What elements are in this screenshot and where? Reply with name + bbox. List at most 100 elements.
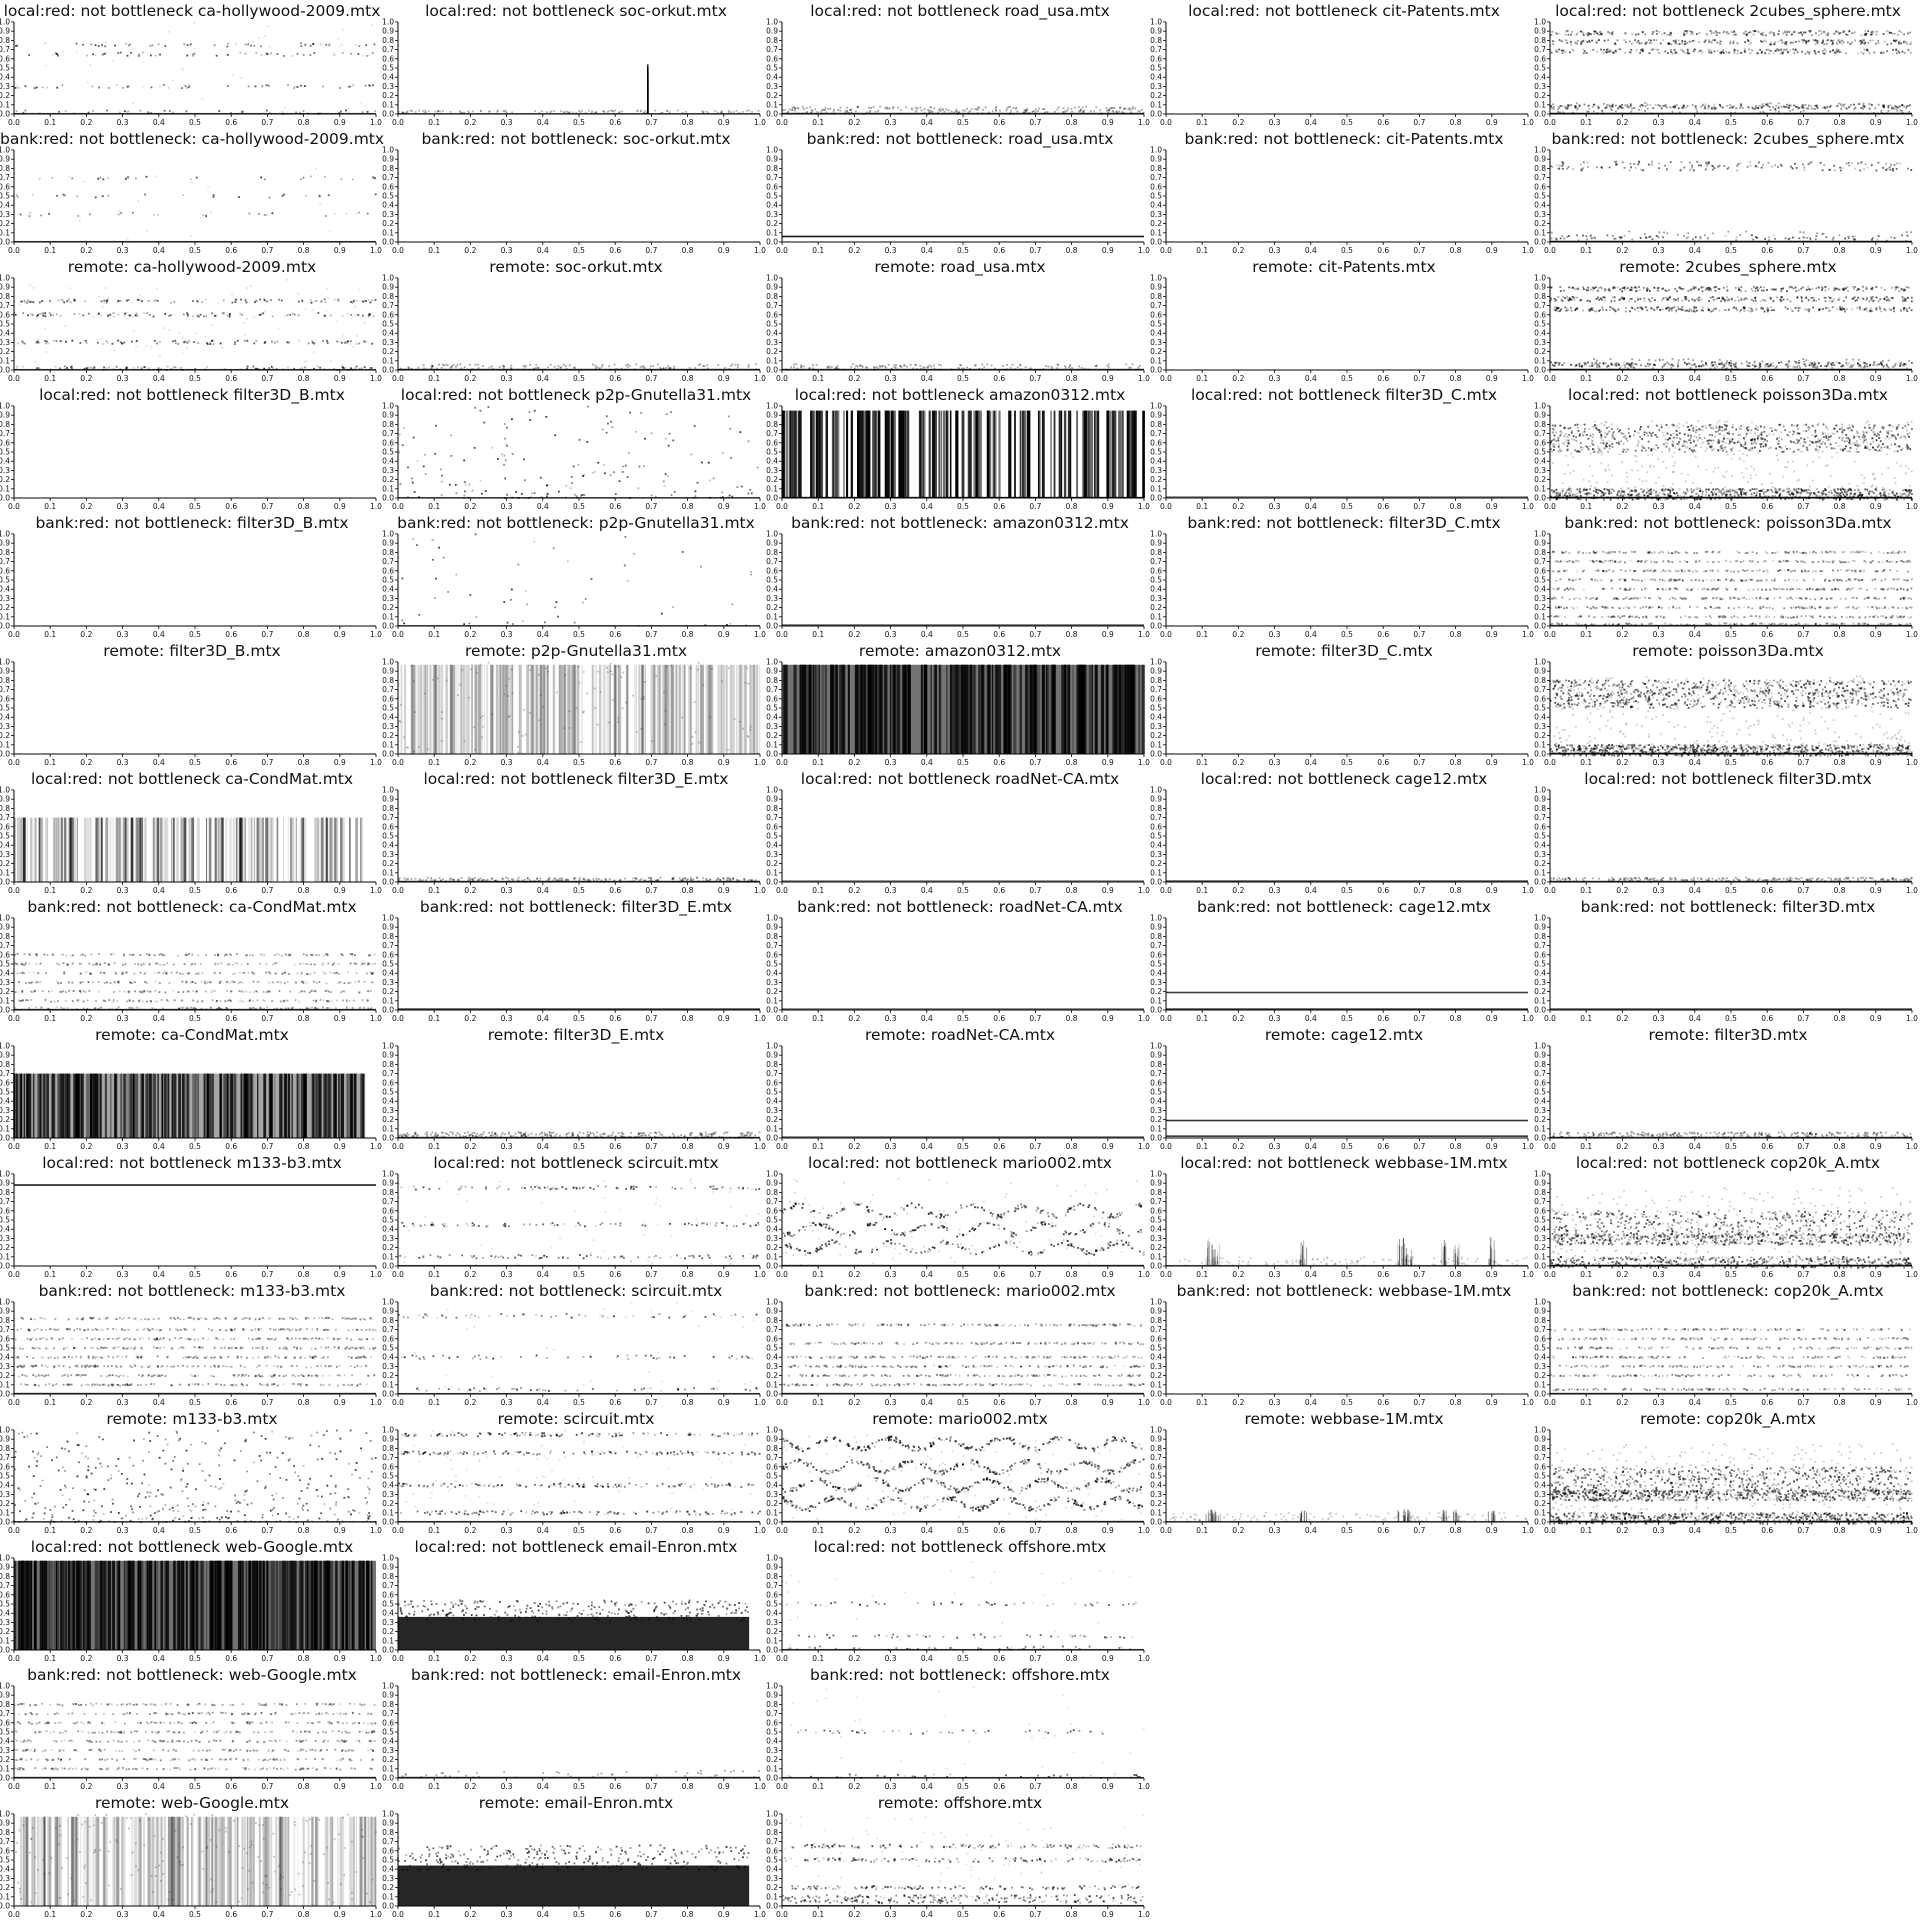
data-point [1780,287,1783,290]
data-point [1652,107,1655,109]
data-point [930,109,932,112]
data-point [266,84,269,87]
data-point [261,85,264,88]
data-point [1788,237,1791,240]
data-point [1903,289,1906,292]
data-point [1768,52,1771,55]
subplot: 0.0 0.1 0.2 0.3 0.4 0.5 0.6 0.7 0.8 0.9 1.0 0.0 0.1 0… [0,256,384,384]
data-point [640,110,643,113]
data-point [506,444,508,447]
data-point [1591,286,1594,289]
data-point [811,410,815,498]
data-point [404,111,407,114]
data-point [1050,365,1053,368]
data-point [1841,167,1844,169]
x-tick-label: 0.2 [80,502,92,511]
data-point [1746,33,1748,36]
data-point [352,84,355,87]
data-point [1856,307,1859,309]
data-point [1617,107,1620,110]
data-point [446,364,449,367]
y-tick-label: 0.3 [382,82,394,91]
data-point [56,194,58,197]
y-tick-label: 0.6 [1150,310,1162,319]
data-point [1682,105,1685,107]
data-point [1675,104,1678,106]
data-point [1773,34,1776,37]
data-point [1614,286,1616,289]
data-point [293,367,296,370]
data-points [398,363,760,371]
data-point [346,342,349,344]
data-point [1782,32,1785,35]
data-point [649,365,652,368]
data-point [1588,308,1591,311]
x-tick-label: 0.5 [1725,374,1737,383]
data-point [342,335,345,337]
data-point [647,68,649,114]
data-point [363,340,366,343]
data-point [1568,286,1570,289]
data-point [1726,360,1728,363]
data-point [827,365,830,368]
data-point [1815,300,1818,302]
y-tick-label: 0.2 [382,475,394,484]
data-point [1597,296,1599,299]
data-point [271,212,274,215]
data-point [1625,363,1628,366]
x-tick-label: 0.4 [153,246,165,255]
data-point [1791,33,1793,36]
data-point [1605,309,1608,311]
data-point [42,315,45,317]
data-point [1886,43,1889,46]
data-point [1619,237,1622,240]
data-point [1555,361,1558,364]
data-point [1777,166,1779,168]
data-point [1646,107,1649,110]
data-point [1817,286,1820,289]
data-point [347,111,350,114]
data-point [736,366,739,369]
data-point [1800,31,1802,34]
y-tick-label: 0.4 [1534,201,1546,210]
data-point [212,343,215,345]
data-point [1629,103,1632,106]
data-point [117,52,120,54]
data-point [1575,287,1578,290]
data-point [1763,39,1766,42]
data-point [86,54,88,57]
data-point [1683,30,1686,33]
data-point [240,110,243,113]
data-point [1558,32,1561,35]
data-point [1721,297,1724,300]
data-point [21,300,24,303]
y-tick-label: 0.7 [1534,301,1546,310]
data-point [1862,107,1864,110]
data-point [533,367,535,370]
data-point [99,176,102,179]
data-point [885,107,888,110]
data-point [1720,40,1722,43]
data-point [147,367,150,370]
data-point [797,107,800,110]
data-point [222,313,225,315]
data-point [953,111,955,114]
data-point [1704,105,1706,108]
data-point [1774,366,1777,369]
data-point [1865,286,1868,289]
data-point [1740,362,1743,365]
data-point [1106,109,1109,112]
data-point [1589,300,1591,303]
data-point [1800,296,1803,299]
data-point [614,109,617,112]
data-point [866,366,869,369]
data-point [483,421,486,424]
data-point [1807,309,1810,312]
data-point [845,410,849,498]
data-point [647,67,649,114]
x-tick-label: 0.3 [885,246,897,255]
data-point [311,341,314,344]
data-point [416,460,419,462]
y-tick-label: 0.7 [1534,173,1546,182]
data-point [38,341,41,344]
